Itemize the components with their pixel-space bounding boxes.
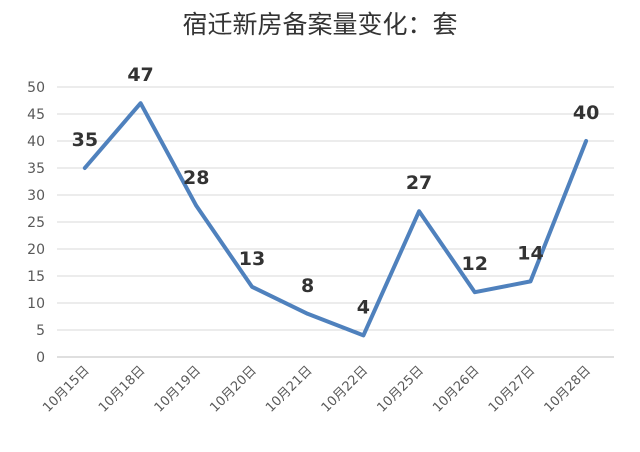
y-tick-label: 45	[27, 107, 45, 123]
x-tick-label: 10月22日	[319, 363, 371, 415]
data-point	[528, 279, 532, 283]
data-point	[473, 290, 477, 294]
y-tick-label: 30	[27, 188, 45, 204]
x-axis-ticks: 10月15日 10月18日 10月19日 10月20日 10月21日 10月22日 10月2…	[40, 363, 594, 415]
x-tick-label: 10月26日	[430, 363, 482, 415]
x-tick-label: 10月28日	[542, 363, 594, 415]
chart-title: 宿迁新房备案量变化：套	[182, 10, 457, 39]
series-line	[82, 101, 589, 338]
y-tick-label: 0	[36, 350, 45, 366]
x-tick-label: 10月27日	[486, 363, 538, 415]
data-point	[250, 285, 254, 289]
y-tick-label: 15	[27, 269, 45, 285]
data-label: 35	[72, 129, 98, 151]
data-point	[584, 139, 588, 143]
data-label: 40	[573, 102, 599, 124]
data-point	[417, 209, 421, 213]
y-tick-label: 10	[27, 296, 45, 312]
y-tick-label: 5	[36, 323, 45, 339]
x-tick-label: 10月18日	[96, 363, 148, 415]
y-tick-label: 20	[27, 242, 45, 258]
gridlines	[57, 86, 614, 358]
data-label: 28	[183, 167, 209, 189]
data-label: 47	[127, 64, 153, 86]
x-tick-label: 10月21日	[263, 363, 315, 415]
data-point	[361, 333, 365, 337]
watermark: 知乎 @踏葛找房宿迁站	[467, 419, 622, 437]
y-axis-ticks: 0 5 10 15 20 25 30 35 40 45 50	[27, 80, 45, 366]
y-tick-label: 40	[27, 134, 45, 150]
data-label: 8	[301, 275, 314, 297]
data-labels: 35 47 28 13 8 4 27 12 14 40	[72, 64, 600, 318]
x-tick-label: 10月25日	[374, 363, 426, 415]
data-label: 27	[406, 172, 432, 194]
data-point	[306, 312, 310, 316]
y-tick-label: 25	[27, 215, 45, 231]
series-layer	[82, 101, 589, 338]
data-point	[194, 204, 198, 208]
data-label: 13	[239, 248, 265, 270]
y-tick-label: 35	[27, 161, 45, 177]
data-label: 14	[517, 242, 543, 264]
data-label: 4	[357, 296, 370, 318]
x-tick-label: 10月20日	[207, 363, 259, 415]
x-tick-label: 10月15日	[40, 363, 92, 415]
x-tick-label: 10月19日	[152, 363, 204, 415]
data-point	[83, 166, 87, 170]
data-label: 12	[462, 253, 488, 275]
y-tick-label: 50	[27, 80, 45, 96]
data-point	[139, 101, 143, 105]
